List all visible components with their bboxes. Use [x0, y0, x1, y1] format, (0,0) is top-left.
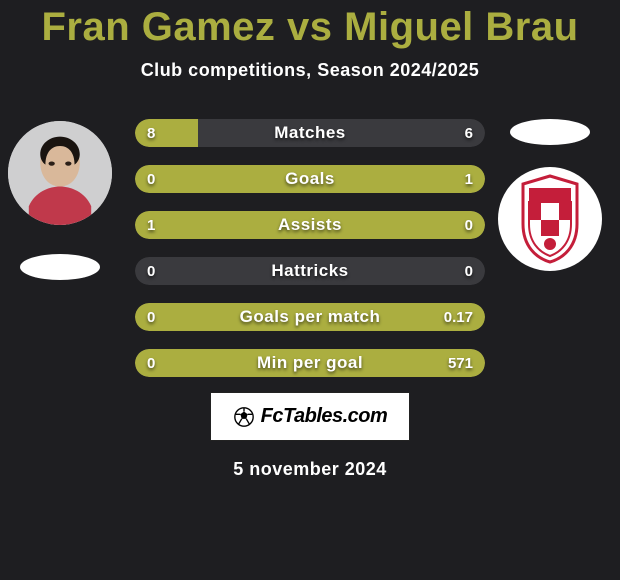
date-text: 5 november 2024 [233, 459, 387, 480]
site-name: FcTables.com [261, 405, 388, 428]
player1-club-badge [20, 254, 100, 280]
stat-row: 0571Min per goal [135, 349, 485, 377]
comparison-card: Fran Gamez vs Miguel Brau Club competiti… [0, 0, 620, 480]
stat-row: 00Hattricks [135, 257, 485, 285]
stat-label: Min per goal [135, 349, 485, 377]
player1-avatar [8, 121, 112, 225]
player2-avatar [498, 167, 602, 271]
stat-label: Assists [135, 211, 485, 239]
stat-row: 00.17Goals per match [135, 303, 485, 331]
soccer-ball-icon [233, 406, 255, 428]
stat-label: Matches [135, 119, 485, 147]
page-subtitle: Club competitions, Season 2024/2025 [141, 60, 480, 81]
stat-bar-list: 86Matches 01Goals 10Assists 00Hattricks 00.1… [135, 119, 485, 377]
stat-label: Goals per match [135, 303, 485, 331]
player2-club-badge [510, 119, 590, 145]
granada-crest-icon [519, 174, 581, 264]
stat-row: 86Matches [135, 119, 485, 147]
footer: FcTables.com 5 november 2024 [210, 392, 411, 480]
page-title: Fran Gamez vs Miguel Brau [41, 5, 578, 50]
player-photo-icon [8, 121, 112, 225]
stats-area: 86Matches 01Goals 10Assists 00Hattricks 00.1… [0, 119, 620, 377]
site-badge: FcTables.com [210, 392, 411, 441]
stat-row: 01Goals [135, 165, 485, 193]
stat-label: Goals [135, 165, 485, 193]
stat-label: Hattricks [135, 257, 485, 285]
stat-row: 10Assists [135, 211, 485, 239]
